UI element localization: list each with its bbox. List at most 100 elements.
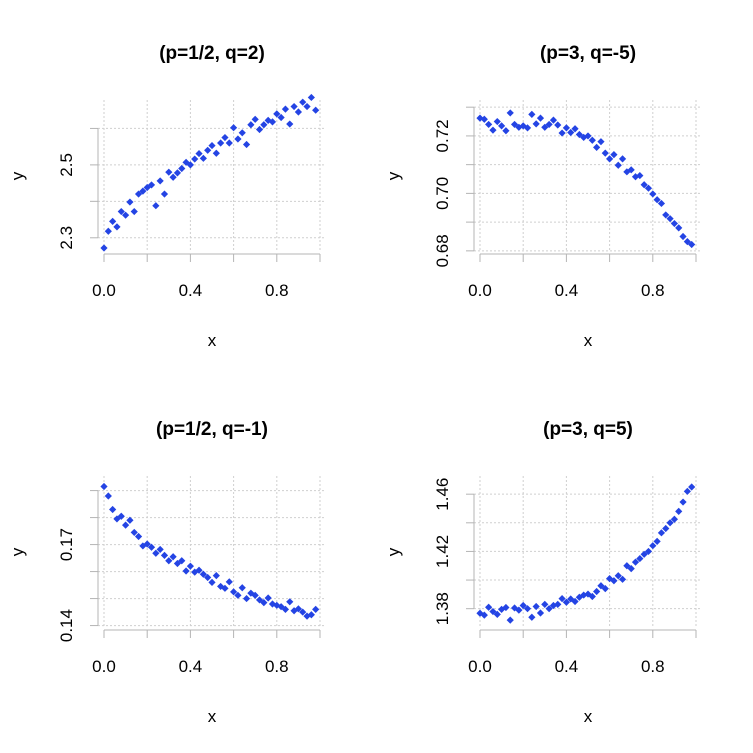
- x-axis-label: x: [208, 707, 217, 726]
- data-point: [117, 512, 125, 520]
- data-point: [122, 211, 130, 219]
- y-axis-label: y: [8, 547, 27, 556]
- data-point: [104, 492, 112, 500]
- data-point: [242, 594, 251, 603]
- data-point: [113, 515, 121, 523]
- data-point: [679, 498, 687, 506]
- x-tick-label: 0.0: [468, 281, 492, 300]
- data-point: [528, 110, 536, 118]
- data-point: [644, 547, 653, 556]
- x-tick-label: 0.8: [265, 281, 289, 300]
- data-point: [640, 181, 648, 189]
- data-point: [139, 542, 147, 550]
- data-point: [126, 198, 134, 206]
- data-point: [532, 120, 540, 128]
- data-point: [549, 116, 558, 124]
- y-tick-label: 0.14: [57, 609, 76, 642]
- data-point: [117, 207, 125, 216]
- data-point: [104, 227, 112, 235]
- x-tick-label: 0.8: [641, 281, 665, 300]
- data-point: [307, 93, 315, 102]
- data-point: [160, 551, 169, 559]
- x-tick-label: 0.4: [179, 281, 203, 300]
- data-point: [273, 110, 281, 118]
- x-tick-label: 0.8: [641, 657, 665, 676]
- x-tick-label: 0.0: [92, 281, 116, 300]
- data-point: [480, 115, 488, 123]
- data-point: [208, 578, 216, 586]
- x-axis-label: x: [584, 331, 593, 350]
- data-point: [242, 140, 251, 149]
- data-point: [644, 184, 653, 192]
- data-point: [152, 549, 160, 557]
- data-point: [649, 542, 657, 550]
- data-point: [636, 171, 644, 180]
- data-point: [618, 155, 627, 163]
- data-point: [191, 155, 199, 163]
- data-point: [260, 599, 268, 607]
- data-point: [234, 135, 242, 143]
- data-point: [476, 114, 484, 122]
- data-point: [143, 540, 151, 548]
- data-point: [480, 611, 488, 619]
- data-point: [230, 124, 238, 132]
- data-point: [134, 190, 143, 198]
- data-point: [165, 557, 173, 565]
- data-point: [255, 125, 264, 134]
- data-point: [618, 575, 627, 583]
- data-point: [662, 211, 670, 219]
- x-tick-label: 0.4: [179, 657, 203, 676]
- data-point: [631, 173, 640, 181]
- x-tick-label: 0.0: [92, 657, 116, 676]
- y-tick-label: 0.72: [433, 119, 452, 152]
- y-tick-label: 0.68: [433, 234, 452, 267]
- data-point: [204, 573, 212, 582]
- data-point: [221, 133, 229, 142]
- data-point: [122, 521, 130, 529]
- panel-1: 0.0 0.4 0.8 2.3 2.5 (p=1/2, q=2) x y: [8, 43, 326, 350]
- data-point: [312, 605, 320, 613]
- data-point: [290, 102, 298, 111]
- data-point: [268, 118, 277, 126]
- data-point: [493, 117, 501, 126]
- data-point: [649, 190, 657, 198]
- data-point: [294, 108, 302, 116]
- data-point: [640, 550, 648, 558]
- data-point: [169, 173, 177, 181]
- data-point: [238, 584, 246, 592]
- data-point: [299, 608, 307, 616]
- data-point: [653, 196, 661, 204]
- data-point: [545, 605, 553, 613]
- data-point: [562, 124, 570, 132]
- data-point: [286, 120, 294, 128]
- panel-2: 0.0 0.4 0.8 0.68 0.70 0.72 (p=3, q=-5) x y: [384, 43, 702, 350]
- panel-title: (p=1/2, q=-1): [156, 419, 268, 440]
- data-point: [277, 113, 285, 122]
- panel-4: 0.0 0.4 0.8 1.38 1.42 1.46 (p=3, q=5) x y: [384, 419, 702, 726]
- data-point: [502, 127, 510, 135]
- data-point: [312, 106, 320, 114]
- data-point: [247, 121, 255, 129]
- data-point: [294, 605, 302, 613]
- panel-title: (p=3, q=5): [543, 419, 633, 440]
- data-point: [536, 114, 545, 122]
- data-point: [100, 244, 108, 252]
- data-point: [299, 98, 307, 106]
- data-point: [134, 532, 143, 541]
- data-point: [251, 591, 259, 599]
- data-point: [251, 115, 259, 123]
- data-point: [536, 609, 545, 617]
- data-point: [614, 161, 622, 169]
- data-point: [178, 557, 186, 565]
- y-tick-label: 1.38: [433, 592, 452, 625]
- data-point: [264, 594, 272, 602]
- data-point: [281, 105, 290, 113]
- x-tick-label: 0.4: [555, 657, 579, 676]
- data-point: [225, 139, 233, 147]
- data-point: [541, 123, 549, 131]
- panel-title: (p=1/2, q=2): [159, 43, 265, 64]
- x-tick-label: 0.4: [555, 281, 579, 300]
- data-point: [675, 507, 683, 515]
- data-point: [113, 223, 121, 231]
